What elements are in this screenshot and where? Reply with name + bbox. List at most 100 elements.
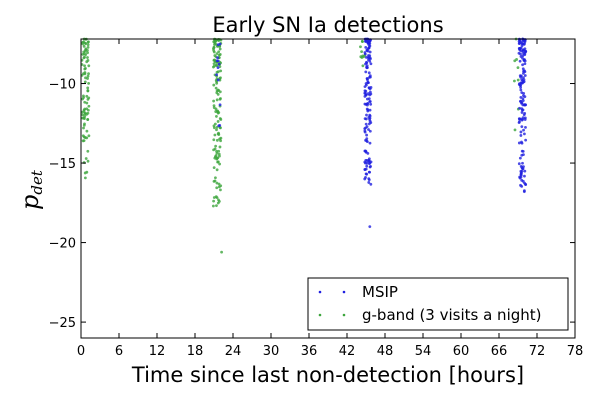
data-point-msip [523,174,526,178]
data-point-msip [368,165,372,169]
data-point-gband [81,42,85,46]
data-point-msip [518,39,522,43]
data-point-gband [215,168,219,172]
data-point-msip [367,162,371,166]
data-point-msip [521,97,525,101]
y-tick-label: −15 [49,157,76,172]
data-point-msip [368,159,371,163]
data-point-msip [368,56,372,60]
data-point-gband [87,64,91,68]
data-point-gband [219,126,222,130]
x-tick-label: 42 [339,344,356,359]
data-point-gband [217,111,221,114]
data-point-gband [86,89,90,93]
data-point-msip [368,141,372,145]
data-point-msip [520,125,524,129]
data-point-msip [364,149,368,153]
data-point-gband [220,250,224,254]
data-point-gband [82,50,86,54]
data-point-gband [218,47,222,51]
data-point-gband [360,39,364,43]
data-point-gband [218,137,222,141]
data-point-gband [359,55,363,59]
data-point-gband [87,82,90,85]
data-point-gband [219,184,223,188]
x-tick-label: 18 [187,344,204,359]
x-tick-label: 66 [491,344,508,359]
data-point-gband [212,124,216,128]
data-point-msip [523,47,527,51]
data-point-msip [368,87,372,91]
data-point-msip [519,130,523,134]
data-point-gband [82,44,86,48]
data-point-gband [87,104,91,108]
data-point-msip [521,63,524,67]
data-point-gband [360,50,364,54]
y-axis-label: pdet [16,169,46,210]
data-point-gband [214,144,218,148]
data-point-gband [85,60,89,64]
data-point-gband [85,136,89,140]
data-point-msip [523,95,527,99]
data-point-gband [212,199,216,203]
data-point-gband [359,45,362,49]
data-point-gband [215,70,219,74]
data-point-gband [86,149,90,153]
data-point-gband [212,62,216,66]
data-point-gband [215,52,219,55]
data-point-msip [518,117,521,121]
data-point-gband [86,86,90,90]
data-point-msip [364,55,368,59]
data-point-msip [519,86,523,89]
data-point-msip [218,42,222,46]
data-point-msip [520,140,523,144]
data-point-msip [524,103,528,107]
y-tick-label: −20 [49,237,76,252]
data-point-msip [524,125,527,129]
data-point-msip [365,77,369,80]
data-point-msip [368,129,372,133]
data-point-gband [215,181,219,185]
data-point-gband [86,159,90,163]
data-point-msip [366,102,370,105]
x-tick-label: 60 [453,344,470,359]
data-point-gband [87,72,90,76]
data-point-gband [216,160,220,164]
data-point-msip [519,134,523,137]
data-point-msip [518,106,521,110]
data-point-msip [518,99,522,103]
data-point-gband [213,133,217,137]
data-point-msip [365,60,368,64]
data-point-gband [82,135,86,139]
data-point-msip [521,179,525,183]
data-point-msip [364,70,368,74]
data-point-msip [366,66,369,69]
data-point-gband [212,106,216,110]
data-point-msip [364,91,367,95]
data-point-msip [522,128,525,132]
data-point-msip [524,182,527,186]
data-point-gband [86,111,90,115]
data-point-gband [219,97,222,100]
legend-label-msip: MSIP [362,283,398,301]
data-point-gband [84,42,88,46]
data-point-gband [84,47,88,51]
data-point-msip [367,181,371,184]
data-point-msip [366,109,370,113]
data-point-msip [519,183,522,187]
y-axis-label-sub: det [28,169,46,194]
data-point-gband [214,154,218,157]
data-point-msip [218,103,222,107]
data-point-msip [366,92,370,95]
data-point-msip [216,78,220,82]
data-point-msip [521,67,525,71]
legend-marker-gband [318,313,322,317]
data-point-gband [219,188,222,192]
data-point-msip [367,54,370,57]
data-point-gband [219,69,223,73]
data-point-msip [363,127,367,131]
data-point-msip [216,56,219,60]
data-point-gband [215,138,219,142]
data-point-gband [83,64,86,68]
x-tick-label: 30 [263,344,280,359]
